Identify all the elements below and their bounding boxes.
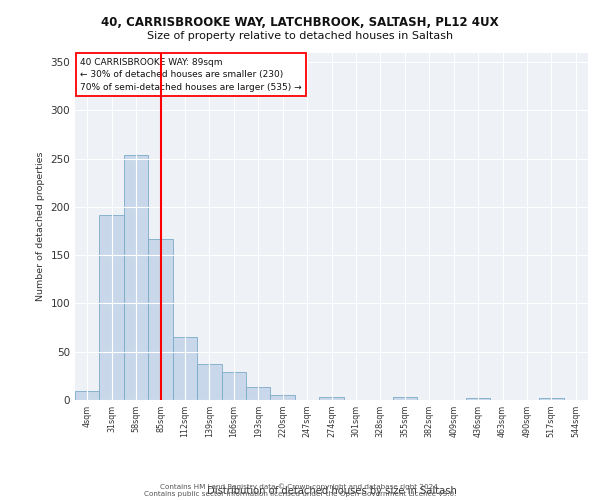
Text: 40 CARRISBROOKE WAY: 89sqm
← 30% of detached houses are smaller (230)
70% of sem: 40 CARRISBROOKE WAY: 89sqm ← 30% of deta… (80, 58, 302, 92)
Bar (246, 388, 271, 400)
Bar (100, 214, 124, 400)
Bar (75, 392, 100, 400)
Bar (197, 364, 221, 400)
Bar (319, 397, 344, 400)
Text: 40, CARRISBROOKE WAY, LATCHBROOK, SALTASH, PL12 4UX: 40, CARRISBROOKE WAY, LATCHBROOK, SALTAS… (101, 16, 499, 29)
Text: Contains public sector information licensed under the Open Government Licence v3: Contains public sector information licen… (144, 491, 456, 497)
Bar (124, 155, 148, 400)
Bar (466, 398, 490, 400)
Bar (173, 338, 197, 400)
Y-axis label: Number of detached properties: Number of detached properties (36, 152, 45, 301)
Bar (271, 395, 295, 400)
Bar (539, 398, 563, 400)
Bar (221, 372, 246, 400)
Bar (392, 397, 417, 400)
Text: Contains HM Land Registry data © Crown copyright and database right 2024.: Contains HM Land Registry data © Crown c… (160, 483, 440, 490)
Bar (148, 239, 173, 400)
X-axis label: Distribution of detached houses by size in Saltash: Distribution of detached houses by size … (206, 486, 457, 496)
Text: Size of property relative to detached houses in Saltash: Size of property relative to detached ho… (147, 31, 453, 41)
